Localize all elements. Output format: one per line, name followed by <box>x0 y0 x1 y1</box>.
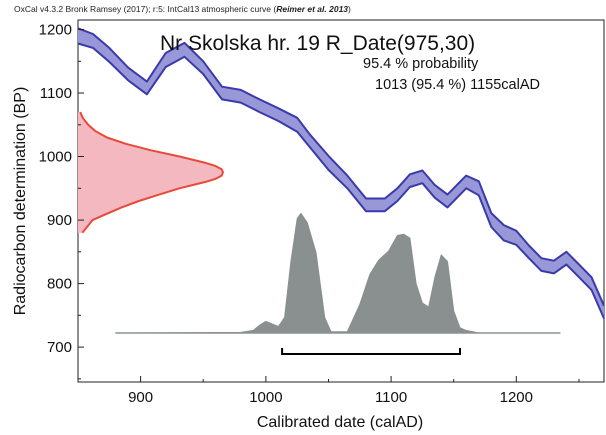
plot-area <box>77 27 605 355</box>
x-tick-label: 1100 <box>375 389 407 406</box>
y-axis-ticks: 700 800 900 1000 1100 1200 <box>39 22 84 380</box>
x-tick-label: 1000 <box>249 389 282 406</box>
y-tick-label: 800 <box>47 276 72 293</box>
calibration-curve-upper-line <box>77 27 605 307</box>
x-axis-ticks: 900 1000 1100 1200 <box>77 376 580 406</box>
calibration-curve-band <box>78 28 604 319</box>
x-tick-label: 1200 <box>500 389 533 406</box>
measurement-distribution-line <box>79 111 224 234</box>
x-axis-label: Calibrated date (calAD) <box>257 414 423 431</box>
probability-label: 95.4 % probability <box>363 56 479 72</box>
measurement-distribution-fill <box>78 112 223 233</box>
chart-title: Nr Skolska hr. 19 R_Date(975,30) <box>160 32 475 55</box>
range-label: 1013 (95.4 %) 1155calAD <box>375 77 540 93</box>
software-prefix: OxCal v4.3.2 Bronk Ramsey (2017); r:5: I… <box>14 4 276 14</box>
y-tick-label: 700 <box>47 339 72 356</box>
y-tick-label: 1100 <box>40 85 72 102</box>
y-tick-label: 900 <box>47 212 72 229</box>
calibration-curve-lower-line <box>77 42 605 319</box>
posterior-distribution <box>115 212 561 334</box>
software-header: OxCal v4.3.2 Bronk Ramsey (2017); r:5: I… <box>14 4 351 14</box>
x-tick-label: 900 <box>128 389 153 406</box>
y-tick-label: 1000 <box>39 149 72 166</box>
software-suffix: ) <box>348 4 351 14</box>
range-95-bracket <box>281 348 461 355</box>
software-citation: Reimer et al. 2013 <box>276 4 348 14</box>
y-tick-label: 1200 <box>39 22 72 39</box>
y-axis-label: Radiocarbon determination (BP) <box>12 87 29 316</box>
